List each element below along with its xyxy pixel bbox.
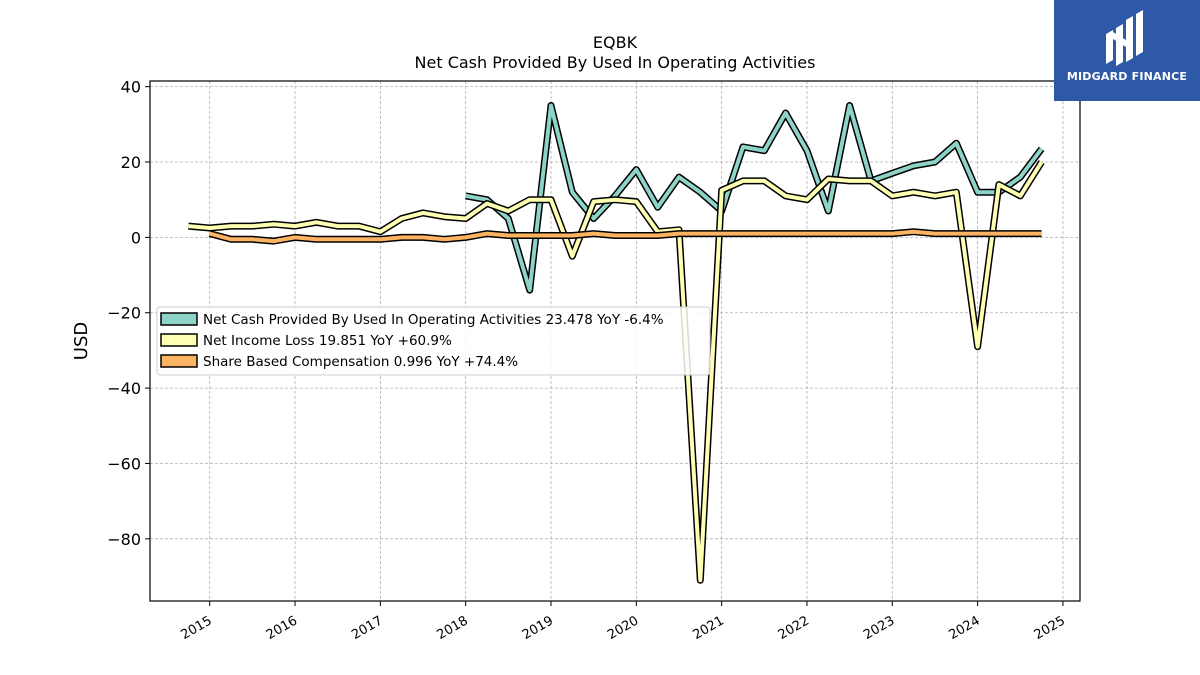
y-tick-label: −20 <box>107 304 141 323</box>
x-tick-label: 2024 <box>946 613 982 643</box>
midgard-m-icon <box>1106 10 1143 66</box>
legend-label: Net Cash Provided By Used In Operating A… <box>203 312 664 328</box>
legend-label: Net Income Loss 19.851 YoY +60.9% <box>203 333 452 349</box>
y-tick-label: 20 <box>121 153 141 172</box>
x-tick-label: 2018 <box>435 613 471 643</box>
y-tick-label: −80 <box>107 530 141 549</box>
series-line-2 <box>209 229 1042 244</box>
x-tick-label: 2020 <box>605 613 641 643</box>
x-tick-label: 2016 <box>264 613 300 643</box>
legend-label: Share Based Compensation 0.996 YoY +74.4… <box>203 354 518 370</box>
legend-swatch <box>160 333 198 347</box>
legend-box <box>156 306 711 376</box>
brand-name: MIDGARD FINANCE <box>1066 70 1188 83</box>
series-layer <box>188 102 1045 584</box>
x-tick-label: 2019 <box>520 613 556 643</box>
chart-title: EQBK <box>593 33 638 52</box>
x-tick-label: 2022 <box>776 613 812 643</box>
legend: Net Cash Provided By Used In Operating A… <box>156 306 711 376</box>
x-tick-label: 2021 <box>690 613 726 643</box>
y-tick-label: −60 <box>107 454 141 473</box>
plot-frame <box>149 80 1081 602</box>
x-tick-label: 2023 <box>861 613 897 643</box>
series-line-0 <box>465 103 1044 293</box>
x-tick-label: 2015 <box>179 613 215 643</box>
x-tick-label: 2025 <box>1032 613 1068 643</box>
x-tick-label: 2017 <box>349 613 385 643</box>
legend-swatch <box>160 312 198 326</box>
y-tick-label: 0 <box>131 228 141 247</box>
brand-logo: MIDGARD FINANCE <box>1054 0 1200 101</box>
series-line-1 <box>188 160 1044 583</box>
y-tick-label: 40 <box>121 78 141 97</box>
legend-swatch <box>160 354 198 368</box>
y-tick-label: −40 <box>107 379 141 398</box>
y-axis-label: USD <box>71 322 92 360</box>
chart-subtitle: Net Cash Provided By Used In Operating A… <box>415 53 816 72</box>
